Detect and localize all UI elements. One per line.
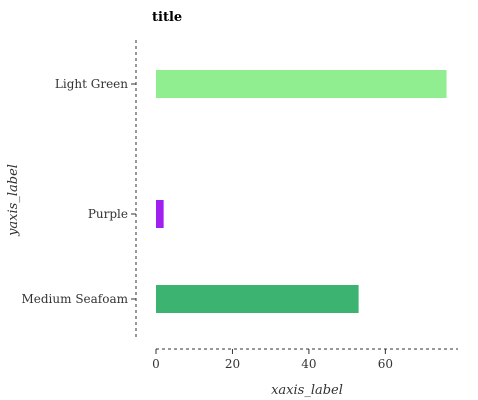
x-tick-label: 20	[225, 357, 240, 371]
bar-light-green	[156, 70, 447, 98]
bar-purple	[156, 200, 164, 228]
x-tick-label: 40	[301, 357, 316, 371]
y-axis-label: yaxis_label	[6, 164, 21, 237]
y-tick-label: Purple	[88, 207, 128, 221]
y-tick-label: Medium Seafoam	[21, 292, 128, 306]
plot-area: Medium Seafoam Purple Light Green 0 20 40 60	[21, 40, 458, 371]
x-tick-label: 0	[152, 357, 160, 371]
x-axis-label: xaxis_label	[271, 383, 343, 398]
bar-medium-seafoam	[156, 285, 359, 313]
y-tick-label: Light Green	[55, 77, 128, 91]
chart-title: title	[152, 10, 182, 25]
x-tick-label: 60	[378, 357, 393, 371]
